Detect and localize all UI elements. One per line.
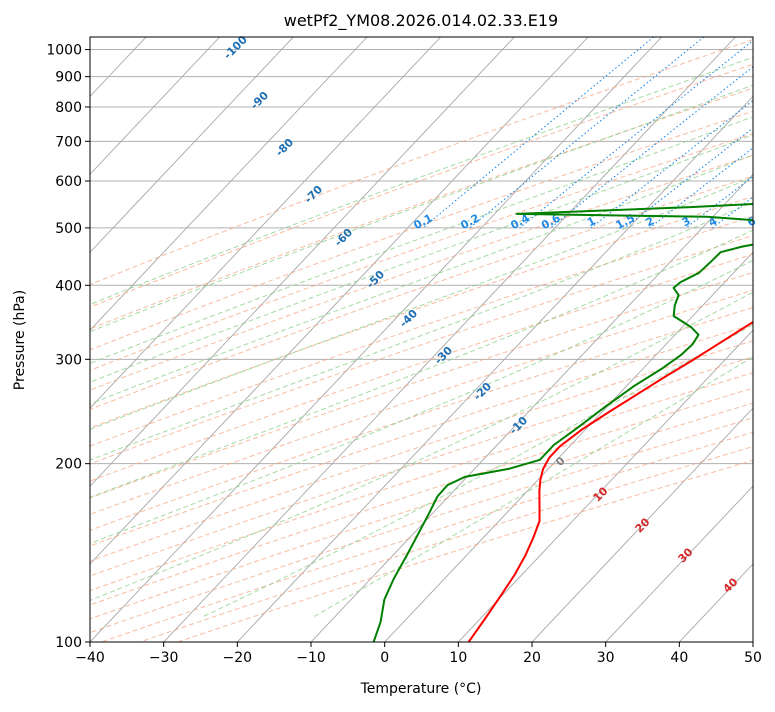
- x-tick-label: −20: [223, 650, 253, 666]
- y-tick-label: 300: [55, 352, 82, 368]
- y-tick-label: 100: [55, 635, 82, 651]
- y-tick-label: 200: [55, 457, 82, 473]
- chart-title: wetPf2_YM08.2026.014.02.33.E19: [284, 11, 558, 31]
- x-tick-label: 10: [449, 650, 467, 666]
- y-tick-label: 1000: [46, 43, 82, 59]
- x-axis-label: Temperature (°C): [360, 681, 482, 697]
- x-tick-label: 40: [670, 650, 688, 666]
- x-tick-label: −10: [296, 650, 326, 666]
- x-tick-label: −40: [75, 650, 105, 666]
- x-tick-label: 0: [380, 650, 389, 666]
- y-tick-label: 700: [55, 134, 82, 150]
- x-tick-label: 20: [523, 650, 541, 666]
- x-tick-label: −30: [149, 650, 179, 666]
- x-tick-label: 30: [597, 650, 615, 666]
- x-tick-label: 50: [744, 650, 762, 666]
- y-tick-label: 800: [55, 100, 82, 116]
- y-axis-label: Pressure (hPa): [12, 290, 28, 390]
- y-tick-label: 600: [55, 174, 82, 190]
- y-tick-label: 900: [55, 70, 82, 86]
- y-tick-label: 400: [55, 278, 82, 294]
- y-tick-label: 500: [55, 221, 82, 237]
